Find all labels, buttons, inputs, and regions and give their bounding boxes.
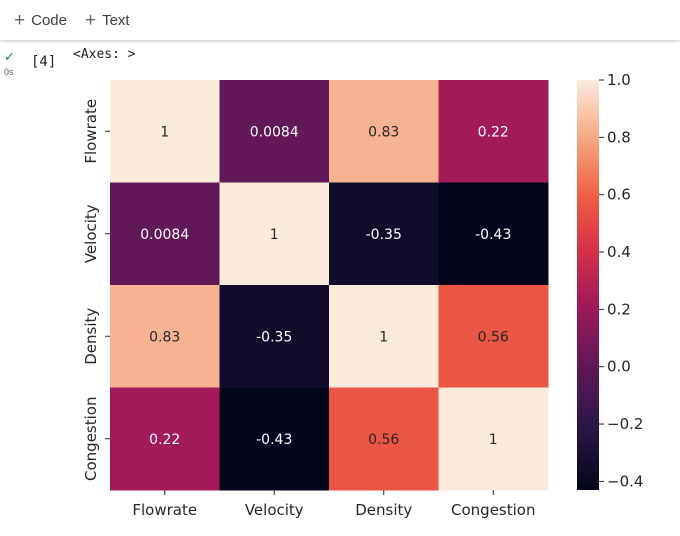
cell-value-label: 0.56	[368, 432, 399, 448]
heatmap-cell	[219, 80, 330, 183]
heatmap-cell	[110, 285, 220, 388]
heatmap-annotations: 1 0.0084 0.83 0.22 0.0084 1 -0.35 -0.43 0.83 -0.3…	[140, 124, 511, 448]
heatmap-cell	[219, 285, 330, 388]
x-tick-label: Congestion	[451, 501, 535, 519]
add-text-label: Text	[102, 11, 130, 29]
colorbar-tick-label: −0.2	[607, 415, 643, 433]
heatmap-cell	[110, 387, 220, 491]
colorbar-tick-label: −0.4	[607, 472, 643, 490]
plus-icon: +	[14, 9, 26, 31]
heatmap-cell	[438, 80, 549, 183]
colorbar-tick-label: 0.0	[607, 358, 631, 376]
heatmap-cell	[219, 182, 330, 286]
cell-value-label: 1	[489, 432, 498, 448]
notebook-toolbar: + Code + Text	[0, 0, 680, 40]
check-icon: ✓	[4, 49, 15, 64]
cell-value-label: -0.43	[475, 227, 511, 243]
cell-value-label: 1	[270, 227, 279, 243]
cell-value-label: -0.43	[256, 432, 292, 448]
heatmap-cell	[438, 182, 549, 286]
heatmap-cell	[110, 182, 220, 286]
heatmap-cells	[110, 80, 549, 491]
heatmap-cell	[329, 182, 439, 286]
cell-value-label: 0.83	[149, 329, 180, 345]
heatmap-cell	[329, 285, 439, 388]
heatmap-cell	[329, 387, 439, 491]
x-tick-label: Velocity	[245, 501, 304, 519]
add-text-cell-button[interactable]: + Text	[81, 6, 134, 34]
colorbar-tick-label: 0.6	[607, 186, 631, 204]
colorbar-tick-label: 0.4	[607, 243, 631, 261]
y-tick-label: Velocity	[82, 204, 100, 263]
add-code-label: Code	[31, 11, 67, 29]
cell-value-label: -0.35	[366, 227, 402, 243]
colorbar-tick-label: 1.0	[607, 71, 631, 89]
colorbar: 1.0 0.8 0.6 0.4 0.2 0.0 −0.2 −0.4	[577, 71, 643, 490]
colorbar-tick-label: 0.2	[607, 300, 631, 318]
cell-value-label: 0.22	[149, 432, 180, 448]
heatmap-cell	[219, 387, 330, 491]
colorbar-tick-label: 0.8	[607, 128, 631, 146]
heatmap-cell	[110, 80, 220, 183]
y-tick-label: Density	[82, 308, 100, 365]
y-tick-label: Flowrate	[82, 99, 100, 164]
heatmap-cell	[329, 80, 439, 183]
cell-value-label: 1	[160, 124, 169, 140]
x-tick-label: Density	[355, 501, 412, 519]
cell-value-label: 0.0084	[250, 124, 299, 140]
execution-time: 0s	[4, 67, 14, 77]
x-axis: Flowrate Velocity Density Congestion	[132, 490, 535, 519]
add-code-cell-button[interactable]: + Code	[10, 6, 71, 34]
y-axis: Flowrate Velocity Density Congestion	[82, 99, 110, 481]
cell-value-label: 0.22	[478, 124, 509, 140]
output-text: <Axes: >	[73, 47, 136, 62]
y-tick-label: Congestion	[82, 397, 100, 481]
heatmap-cell	[438, 285, 549, 388]
cell-value-label: 0.0084	[140, 227, 189, 243]
cell-value-label: 0.83	[368, 124, 399, 140]
heatmap-cell	[438, 387, 549, 491]
colorbar-gradient	[577, 80, 599, 490]
cell-value-label: 0.56	[478, 329, 509, 345]
x-tick-label: Flowrate	[132, 501, 197, 519]
cell-value-label: 1	[379, 329, 388, 345]
plus-icon: +	[84, 9, 97, 31]
cell-value-label: -0.35	[256, 329, 292, 345]
execution-count[interactable]: [4]	[31, 54, 57, 70]
